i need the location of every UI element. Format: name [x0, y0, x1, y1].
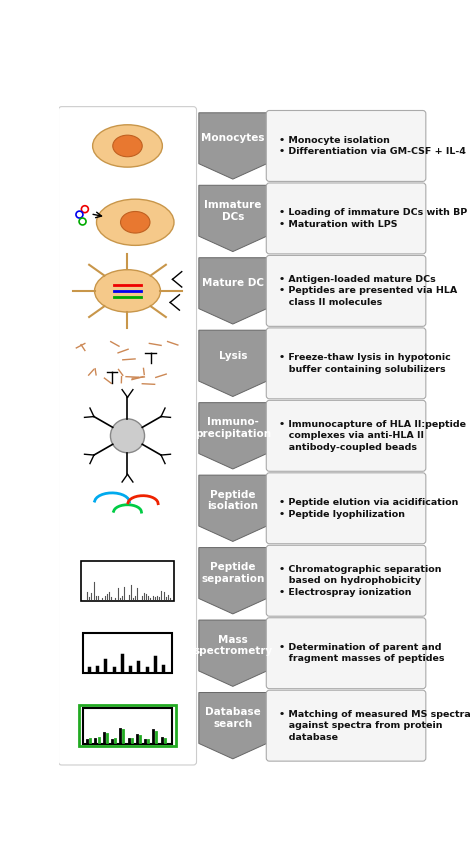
FancyBboxPatch shape: [266, 328, 426, 399]
Text: Lysis: Lysis: [219, 350, 247, 361]
Polygon shape: [199, 403, 267, 469]
Polygon shape: [199, 186, 267, 252]
FancyBboxPatch shape: [266, 545, 426, 616]
FancyBboxPatch shape: [266, 400, 426, 471]
Polygon shape: [199, 331, 267, 396]
Text: • Peptide elution via acidification
• Peptide lyophilization: • Peptide elution via acidification • Pe…: [279, 498, 458, 519]
Ellipse shape: [92, 125, 163, 167]
Polygon shape: [199, 620, 267, 686]
Text: Mass
spectrometry: Mass spectrometry: [193, 634, 273, 657]
Text: • Immunocapture of HLA II:peptide
   complexes via anti-HLA II
   antibody-coupl: • Immunocapture of HLA II:peptide comple…: [279, 420, 465, 451]
Text: • Antigen-loaded mature DCs
• Peptides are presented via HLA
   class II molecul: • Antigen-loaded mature DCs • Peptides a…: [279, 275, 457, 307]
Text: Mature DC: Mature DC: [202, 278, 264, 288]
Text: • Loading of immature DCs with BP
• Maturation with LPS: • Loading of immature DCs with BP • Matu…: [279, 208, 467, 229]
FancyBboxPatch shape: [58, 107, 197, 765]
Text: • Freeze-thaw lysis in hypotonic
   buffer containing solubilizers: • Freeze-thaw lysis in hypotonic buffer …: [279, 353, 450, 374]
Text: • Determination of parent and
   fragment masses of peptides: • Determination of parent and fragment m…: [279, 643, 444, 664]
Polygon shape: [199, 692, 267, 759]
FancyBboxPatch shape: [266, 618, 426, 689]
Ellipse shape: [94, 270, 160, 312]
Polygon shape: [199, 548, 267, 614]
Text: • Chromatographic separation
   based on hydrophobicity
• Electrospray ionizatio: • Chromatographic separation based on hy…: [279, 564, 441, 596]
Text: Peptide
separation: Peptide separation: [201, 563, 264, 584]
FancyBboxPatch shape: [81, 561, 174, 601]
Polygon shape: [199, 476, 267, 541]
FancyBboxPatch shape: [82, 708, 173, 744]
FancyBboxPatch shape: [266, 473, 426, 544]
FancyBboxPatch shape: [82, 633, 173, 673]
Polygon shape: [199, 258, 267, 324]
Text: • Monocyte isolation
• Differentiation via GM-CSF + IL-4: • Monocyte isolation • Differentiation v…: [279, 135, 465, 156]
Text: Immature
DCs: Immature DCs: [204, 200, 262, 222]
Text: Peptide
isolation: Peptide isolation: [207, 490, 258, 512]
FancyBboxPatch shape: [266, 110, 426, 181]
Ellipse shape: [97, 199, 174, 245]
Ellipse shape: [120, 211, 150, 233]
FancyBboxPatch shape: [266, 183, 426, 254]
FancyBboxPatch shape: [266, 690, 426, 761]
Circle shape: [110, 419, 145, 453]
Polygon shape: [199, 113, 267, 180]
Text: • Matching of measured MS spectra
   against spectra from protein
   database: • Matching of measured MS spectra agains…: [279, 709, 470, 741]
Text: Database
search: Database search: [205, 707, 261, 728]
Ellipse shape: [113, 135, 142, 157]
FancyBboxPatch shape: [266, 255, 426, 326]
Text: Monocytes: Monocytes: [201, 133, 264, 143]
Text: Immuno-
precipitation: Immuno- precipitation: [195, 418, 271, 439]
